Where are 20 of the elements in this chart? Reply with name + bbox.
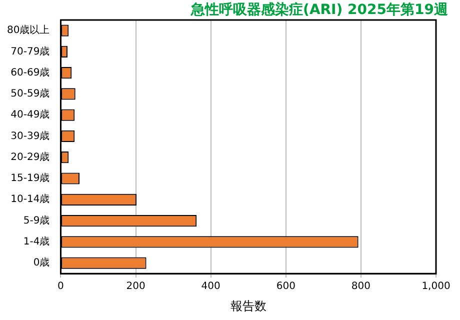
chart-title: 急性呼吸器感染症(ARI) 2025年第19週 — [191, 1, 448, 19]
y-tick-label: 0歳 — [33, 256, 50, 269]
x-tick-label: 600 — [276, 281, 296, 292]
x-tick-label: 800 — [351, 281, 370, 292]
y-tick-label: 1-4歳 — [23, 235, 50, 248]
y-tick-label: 20-29歳 — [10, 150, 50, 163]
y-tick-label: 70-79歳 — [10, 45, 50, 58]
y-tick-label: 50-59歳 — [10, 88, 50, 100]
y-tick-label: 40-49歳 — [10, 108, 50, 121]
x-tick-label: 400 — [201, 281, 220, 292]
x-tick-label: 200 — [126, 281, 146, 292]
y-tick-label: 10-14歳 — [10, 193, 50, 206]
y-tick-label: 15-19歳 — [10, 172, 50, 184]
y-tick-label: 30-39歳 — [10, 130, 50, 142]
x-axis-title: 報告数 — [230, 298, 266, 313]
x-tick-label: 1,000 — [422, 281, 450, 292]
y-tick-label: 60-69歳 — [10, 66, 50, 78]
y-tick-label: 5-9歳 — [23, 214, 50, 226]
y-tick-label: 80歳以上 — [6, 24, 50, 36]
x-tick-label: 0 — [58, 281, 64, 292]
